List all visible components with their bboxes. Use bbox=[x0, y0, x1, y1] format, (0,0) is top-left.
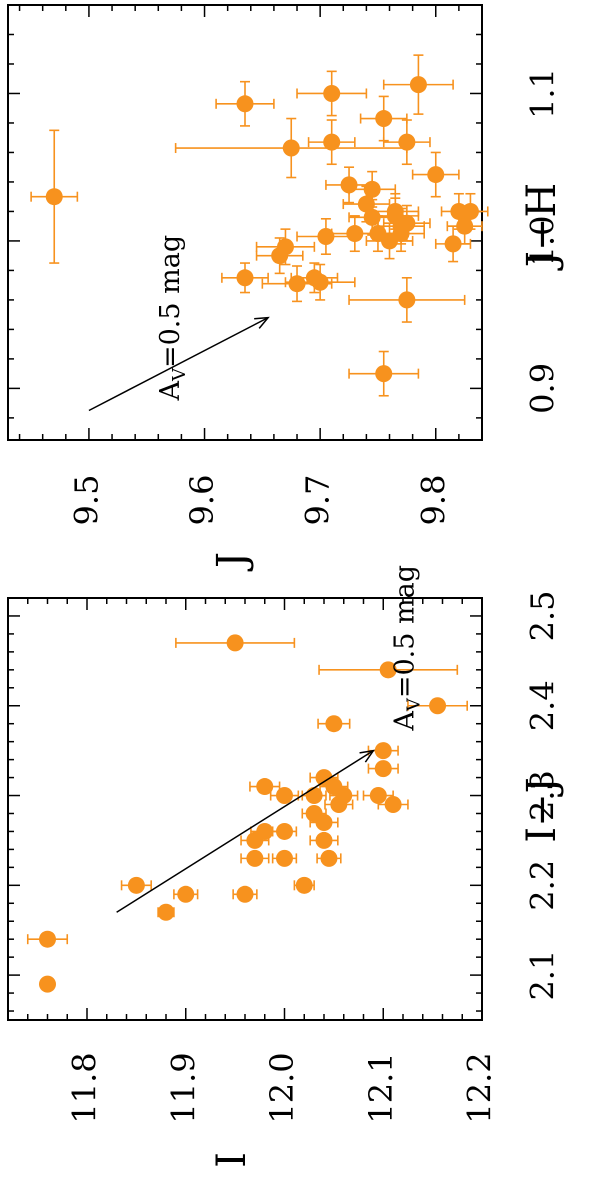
data-point bbox=[357, 195, 375, 213]
x-tick-label: 0.9 bbox=[524, 363, 562, 414]
reddening-arrow: AV=0.5 mag bbox=[116, 565, 424, 913]
data-point bbox=[311, 273, 329, 291]
data-point bbox=[276, 238, 294, 256]
data-point bbox=[375, 110, 393, 128]
data-point bbox=[374, 742, 392, 760]
y-tick-label: 12.1 bbox=[362, 1052, 400, 1123]
data-points bbox=[39, 634, 447, 993]
data-point bbox=[226, 634, 244, 652]
data-point bbox=[392, 225, 410, 243]
data-point bbox=[276, 849, 293, 867]
data-point bbox=[276, 822, 293, 840]
x-axis-title: J−H bbox=[519, 183, 565, 271]
data-point bbox=[305, 787, 323, 805]
data-point bbox=[317, 228, 335, 246]
data-point bbox=[340, 176, 358, 194]
data-point bbox=[323, 133, 341, 151]
annotation-a: A bbox=[389, 711, 420, 732]
x-tick-label: 1.0 bbox=[524, 215, 562, 266]
data-point bbox=[375, 365, 393, 383]
panel-j-vs-jh: AV=0.5 mag 0.9 1.0 1.1 9.5 9.6 9.7 9.8 J−H J bbox=[7, 4, 565, 572]
data-point bbox=[363, 208, 381, 226]
data-point bbox=[157, 903, 175, 921]
x-tick-label: 2.2 bbox=[524, 860, 562, 911]
y-axis-title: J bbox=[209, 552, 255, 572]
data-point bbox=[39, 930, 56, 948]
data-point bbox=[177, 885, 195, 903]
data-point bbox=[363, 180, 381, 198]
y-tick-label: 9.8 bbox=[414, 475, 452, 526]
data-point bbox=[346, 225, 364, 243]
arrow-annotation: AV=0.5 mag bbox=[155, 235, 190, 402]
data-point bbox=[379, 661, 397, 679]
data-point bbox=[325, 715, 343, 733]
annotation-suffix: =0.5 mag bbox=[155, 235, 186, 368]
data-point bbox=[315, 813, 333, 831]
data-point bbox=[127, 876, 145, 894]
data-point bbox=[236, 885, 254, 903]
x-tick-label: 2.3 bbox=[524, 770, 562, 821]
data-point bbox=[398, 291, 416, 309]
data-point bbox=[236, 95, 254, 113]
data-point bbox=[323, 84, 341, 102]
arrow-head bbox=[254, 316, 270, 329]
panel-i-vs-ij: AV=0.5 mag 2.1 2.2 2.3 2.4 2.5 11.8 11.9 12.0 12… bbox=[7, 565, 565, 1168]
data-point bbox=[398, 133, 416, 151]
y-tick-label: 11.8 bbox=[66, 1052, 104, 1123]
tick-marks bbox=[8, 597, 483, 1020]
data-point bbox=[236, 269, 254, 287]
data-point bbox=[315, 831, 333, 849]
data-point bbox=[256, 778, 274, 796]
data-point bbox=[335, 787, 353, 805]
data-point bbox=[369, 787, 387, 805]
y-axis-title: I bbox=[209, 1152, 255, 1168]
y-tick-label: 9.7 bbox=[299, 475, 337, 526]
x-tick-label: 2.1 bbox=[524, 950, 562, 1001]
data-point bbox=[39, 975, 56, 993]
annotation-suffix: =0.5 mag bbox=[389, 565, 420, 698]
reddening-arrow: AV=0.5 mag bbox=[88, 235, 270, 412]
data-point bbox=[276, 787, 293, 805]
data-point bbox=[429, 697, 447, 715]
tick-labels: 0.9 1.0 1.1 9.5 9.6 9.7 9.8 bbox=[67, 68, 561, 525]
x-tick-label: 1.1 bbox=[524, 68, 562, 119]
x-tick-label: 2.5 bbox=[524, 591, 562, 642]
annotation-subscript: V bbox=[403, 697, 424, 712]
y-tick-label: 12.0 bbox=[263, 1052, 301, 1123]
data-point bbox=[386, 202, 404, 220]
data-point bbox=[320, 849, 338, 867]
data-point bbox=[45, 188, 63, 206]
data-point bbox=[384, 796, 402, 814]
arrow-line bbox=[88, 316, 269, 412]
y-tick-label: 9.5 bbox=[67, 475, 105, 526]
y-tick-label: 9.6 bbox=[183, 475, 221, 526]
data-point bbox=[409, 76, 427, 94]
annotation-subscript: V bbox=[169, 367, 190, 382]
data-point bbox=[288, 275, 306, 293]
x-axis-title: I−J bbox=[519, 777, 565, 842]
data-point bbox=[246, 849, 264, 867]
data-point bbox=[456, 217, 474, 235]
data-point bbox=[461, 202, 479, 220]
data-point bbox=[427, 166, 445, 184]
arrow-annotation: AV=0.5 mag bbox=[389, 565, 424, 732]
error-bars bbox=[30, 54, 489, 397]
tick-labels: 2.1 2.2 2.3 2.4 2.5 11.8 11.9 12.0 12.1 12.2 bbox=[66, 591, 562, 1124]
annotation-a: A bbox=[155, 381, 186, 402]
data-points bbox=[45, 76, 479, 383]
x-tick-label: 2.4 bbox=[524, 680, 562, 731]
y-tick-label: 11.9 bbox=[164, 1052, 202, 1123]
y-tick-label: 12.2 bbox=[461, 1052, 499, 1123]
data-point bbox=[444, 235, 462, 253]
arrow-head bbox=[359, 749, 376, 763]
data-point bbox=[374, 760, 392, 778]
data-point bbox=[282, 139, 300, 157]
data-point bbox=[256, 822, 274, 840]
data-point bbox=[295, 876, 313, 894]
arrow-line bbox=[116, 750, 374, 913]
